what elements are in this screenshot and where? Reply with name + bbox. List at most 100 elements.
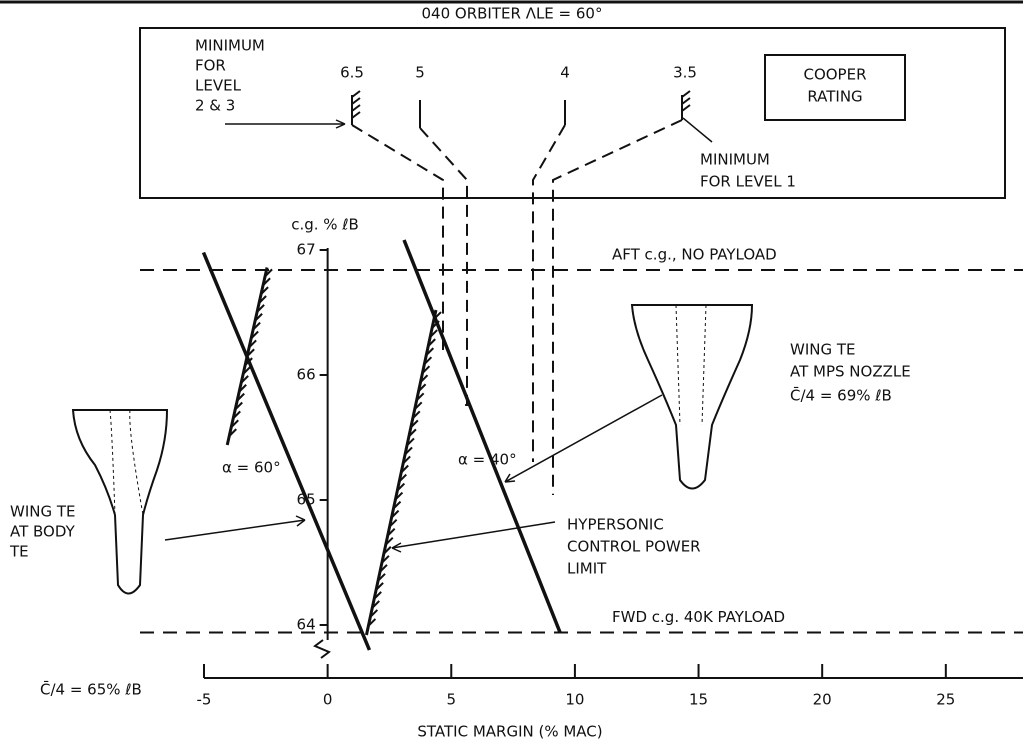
cooper-rating: 4 <box>560 64 570 82</box>
hatch <box>410 419 419 429</box>
cooper-box <box>139 27 1006 199</box>
cooper-rating-box <box>764 54 906 121</box>
limit-label: CONTROL POWER <box>567 538 701 556</box>
cooper-label: RATING <box>807 88 862 106</box>
hatch <box>379 564 388 573</box>
x-tick-label: 10 <box>565 691 584 709</box>
shuttle-left <box>71 409 169 595</box>
hatch <box>404 446 413 456</box>
wing-body: WING TE <box>10 503 76 521</box>
hatch <box>431 320 440 329</box>
chart-title: 040 ORBITER ΛLE = 60° <box>422 5 603 23</box>
hatch <box>386 527 396 537</box>
hatch <box>246 348 255 357</box>
hatch <box>258 295 267 304</box>
hatch <box>408 428 417 438</box>
hatch <box>383 546 392 555</box>
limit-line <box>225 267 269 446</box>
hatch <box>396 482 406 492</box>
hatch <box>392 500 402 510</box>
hatch <box>228 428 237 437</box>
hatch <box>234 401 243 411</box>
hatch <box>415 392 425 401</box>
wing-mps: C̄/4 = 69% ℓB <box>790 386 892 405</box>
hatch <box>371 600 380 609</box>
min-level-1: FOR LEVEL 1 <box>700 173 796 191</box>
wing-mps: WING TE <box>790 341 856 359</box>
hatch <box>421 365 431 374</box>
line-label: α = 40° <box>458 451 517 469</box>
hatch <box>388 518 398 528</box>
wing-mps: AT MPS NOZZLE <box>790 363 911 381</box>
reference-label: FWD c.g. 40K PAYLOAD <box>612 608 785 626</box>
hatch <box>240 375 249 384</box>
hatch <box>414 401 423 411</box>
hatch <box>427 338 436 347</box>
hatch <box>260 286 269 295</box>
cooper-rating: 5 <box>415 64 425 82</box>
y-tick-label: 64 <box>297 616 316 634</box>
x-tick-label: 0 <box>323 691 333 709</box>
x-tick-label: 5 <box>446 691 456 709</box>
min-level-2-3: LEVEL <box>195 77 242 95</box>
hatch <box>250 330 259 340</box>
limit-label: HYPERSONIC <box>567 516 664 534</box>
hatch <box>423 356 433 365</box>
y-tick-label: 67 <box>297 241 316 259</box>
hatch <box>385 537 394 546</box>
hatch <box>377 573 386 582</box>
y-axis-label: c.g. % ℓB <box>291 216 359 234</box>
line-label: α = 60° <box>222 459 281 477</box>
hatch <box>398 473 407 483</box>
y-tick-label: 66 <box>297 366 316 384</box>
hatch <box>400 464 409 474</box>
hatch <box>248 339 257 349</box>
hatch <box>373 591 382 600</box>
hatch <box>230 419 239 428</box>
hatch <box>417 383 427 392</box>
hatch <box>242 366 251 375</box>
x-tick-label: -5 <box>197 691 212 709</box>
hatch <box>244 357 253 366</box>
hatch <box>390 509 400 519</box>
hatch <box>433 311 442 320</box>
cooper-label: COOPER <box>803 66 866 84</box>
line <box>402 239 562 634</box>
hatch <box>375 582 384 591</box>
cooper-connectors <box>225 90 713 495</box>
wing-body: AT BODY <box>10 523 76 541</box>
min-level-2-3: MINIMUM <box>195 37 265 55</box>
pointers <box>164 394 663 553</box>
hatch <box>264 268 273 278</box>
x-axis-label: STATIC MARGIN (% MAC) <box>417 723 602 741</box>
hatch <box>419 374 429 383</box>
min-level-1: MINIMUM <box>700 151 770 169</box>
limit-label: LIMIT <box>567 560 607 578</box>
hatch <box>252 321 261 331</box>
line <box>201 251 372 651</box>
hatch <box>232 410 241 420</box>
x-tick-label: 20 <box>813 691 832 709</box>
hatch <box>238 384 247 393</box>
x-axis-note: C̄/4 = 65% ℓB <box>40 680 142 699</box>
wing-body: TE <box>9 543 29 561</box>
min-level-2-3: 2 & 3 <box>195 97 235 115</box>
cooper-rating: 6.5 <box>340 64 364 82</box>
x-tick-label: 15 <box>689 691 708 709</box>
axis-break <box>313 639 331 659</box>
cooper-rating: 3.5 <box>673 64 697 82</box>
x-tick-label: 25 <box>936 691 955 709</box>
hatch <box>412 410 421 420</box>
hatch <box>381 555 390 564</box>
shuttle-right <box>630 304 754 490</box>
hatch <box>394 491 404 501</box>
hatch <box>236 392 245 402</box>
hatch <box>425 347 434 356</box>
hatch <box>367 618 377 627</box>
hatch <box>254 313 263 322</box>
hatch <box>429 329 438 338</box>
min-level-2-3: FOR <box>195 57 226 75</box>
hatch <box>256 304 265 313</box>
hatch <box>369 609 379 618</box>
